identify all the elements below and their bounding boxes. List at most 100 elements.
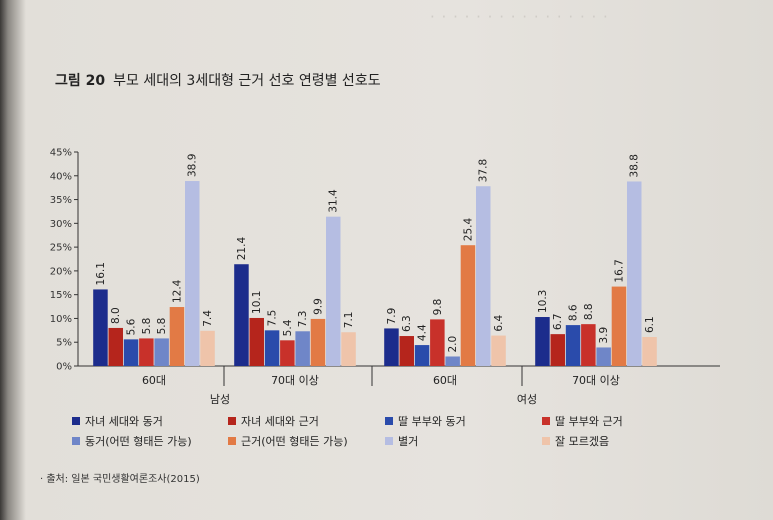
bar <box>108 327 123 366</box>
gender-label-male: 남성 <box>210 393 230 406</box>
y-tick-label: 35% <box>50 195 72 206</box>
data-label: 6.3 <box>401 315 413 332</box>
data-label: 9.9 <box>312 298 324 315</box>
legend-label: 잘 모르겠음 <box>555 435 609 448</box>
data-label: 5.6 <box>126 318 138 335</box>
data-label: 25.4 <box>462 218 474 242</box>
data-label: 10.3 <box>537 290 549 313</box>
bar <box>445 356 460 366</box>
category-label: 60대 <box>142 374 166 387</box>
data-label: 31.4 <box>328 189 340 213</box>
bar <box>249 317 264 366</box>
legend-label: 동거(어떤 형태든 가능) <box>85 435 192 448</box>
data-label: 37.8 <box>478 159 490 182</box>
bar <box>295 331 310 366</box>
data-label: 6.1 <box>644 316 656 333</box>
y-tick-label: 30% <box>50 219 72 230</box>
data-label: 8.6 <box>568 304 580 321</box>
bleed-through-text: · · · · · · · · · · · · · · · · <box>430 8 609 26</box>
figure-title: 그림 20 부모 세대의 3세대형 근거 선호 연령별 선호도 <box>55 70 381 90</box>
data-label: 12.4 <box>171 279 183 303</box>
figure-title-text: 부모 세대의 3세대형 근거 선호 연령별 선호도 <box>113 73 381 89</box>
bar <box>491 335 506 366</box>
bar <box>264 330 280 366</box>
bar <box>326 216 341 366</box>
data-label: 4.4 <box>417 324 429 341</box>
bar <box>399 336 414 366</box>
data-label: 5.4 <box>282 319 294 336</box>
data-label: 2.0 <box>447 336 459 353</box>
bar <box>611 286 627 366</box>
y-tick-label: 40% <box>50 171 72 182</box>
data-label: 6.7 <box>552 313 564 330</box>
y-tick-label: 20% <box>50 266 72 277</box>
y-tick-label: 25% <box>50 243 72 254</box>
data-label: 7.4 <box>202 310 214 327</box>
data-label: 21.4 <box>236 237 248 261</box>
legend-swatch <box>228 437 236 445</box>
bar <box>414 345 430 366</box>
legend-label: 자녀 세대와 근거 <box>241 415 319 428</box>
gender-label-female: 여성 <box>517 393 537 406</box>
legend-label: 근거(어떤 형태든 가능) <box>241 435 348 448</box>
bar <box>154 338 169 366</box>
data-label: 38.9 <box>187 154 199 177</box>
data-label: 5.8 <box>156 318 168 335</box>
bar <box>627 181 642 366</box>
data-label: 10.1 <box>251 291 263 314</box>
category-label: 60대 <box>433 374 457 387</box>
category-label: 70대 이상 <box>271 374 319 387</box>
data-label: 3.9 <box>598 327 610 344</box>
bar <box>310 318 326 366</box>
bar <box>642 336 657 366</box>
data-label: 7.1 <box>343 312 355 329</box>
data-label: 38.8 <box>629 154 641 177</box>
data-label: 8.8 <box>583 303 595 320</box>
legend-swatch <box>72 437 80 445</box>
data-label: 8.0 <box>110 307 122 324</box>
legend-swatch <box>542 437 550 445</box>
bar <box>430 319 445 366</box>
legend-swatch <box>385 437 393 445</box>
data-label: 16.1 <box>95 262 107 285</box>
bar <box>596 347 611 366</box>
y-tick-label: 5% <box>56 338 72 349</box>
bar <box>550 334 565 366</box>
category-label: 70대 이상 <box>572 374 620 387</box>
bar <box>123 339 139 366</box>
data-label: 9.8 <box>432 299 444 316</box>
legend-label: 별거 <box>398 435 418 448</box>
bar <box>200 330 215 366</box>
bar <box>460 245 476 366</box>
data-label: 7.3 <box>297 311 309 328</box>
y-tick-label: 45% <box>50 148 72 159</box>
bar <box>280 340 295 366</box>
legend-label: 딸 부부와 동거 <box>398 415 466 428</box>
data-label: 7.5 <box>267 310 279 327</box>
legend-label: 딸 부부와 근거 <box>555 415 623 428</box>
y-tick-label: 0% <box>56 362 72 373</box>
legend-swatch <box>228 417 236 425</box>
legend-swatch <box>385 417 393 425</box>
data-label: 6.4 <box>493 315 505 332</box>
bar <box>185 181 200 366</box>
bar <box>384 328 399 366</box>
legend-label: 자녀 세대와 동거 <box>85 415 163 428</box>
bar <box>581 324 596 366</box>
y-tick-label: 15% <box>50 290 72 301</box>
bar <box>341 332 356 366</box>
figure-label: 그림 20 <box>55 73 106 89</box>
source-note: · 출처: 일본 국민생활여론조사(2015) <box>40 474 200 485</box>
y-tick-label: 10% <box>50 314 72 325</box>
bar <box>535 317 550 366</box>
data-label: 16.7 <box>613 259 625 282</box>
data-label: 7.9 <box>386 308 398 325</box>
bar <box>476 186 491 366</box>
bar <box>234 264 249 366</box>
bar <box>169 307 185 366</box>
legend-swatch <box>72 417 80 425</box>
bar <box>93 289 108 366</box>
bar <box>139 338 154 366</box>
